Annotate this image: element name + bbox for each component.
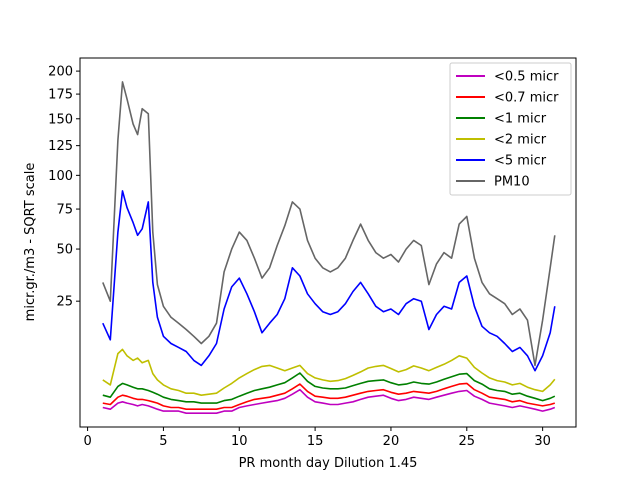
y-tick-label: 100 (48, 169, 73, 184)
series-line-5 (102, 190, 556, 372)
x-tick-label: 0 (83, 434, 91, 449)
y-tick-label: 125 (48, 139, 73, 154)
legend-label: <0.7 micr (494, 91, 559, 106)
x-tick-label: 15 (307, 434, 324, 449)
y-axis-label: micr.gr./m3 - SQRT scale (23, 163, 38, 322)
legend-label: <2 micr (494, 133, 547, 148)
series-line-2 (102, 382, 556, 411)
legend-label: <0.5 micr (494, 70, 559, 85)
series-line-3 (102, 372, 556, 404)
series-line-6 (102, 81, 556, 367)
x-tick-label: 25 (459, 434, 476, 449)
y-tick-label: 150 (48, 112, 73, 127)
x-tick-label: 10 (231, 434, 248, 449)
legend-label: <5 micr (494, 154, 547, 169)
plot-lines (102, 81, 556, 415)
y-tick-label: 50 (56, 243, 73, 258)
series-line-4 (102, 348, 556, 397)
x-axis: 0 5 10 15 20 25 30 (83, 427, 551, 449)
x-tick-label: 20 (383, 434, 400, 449)
x-axis-label: PR month day Dilution 1.45 (239, 456, 418, 471)
y-tick-label: 200 (48, 65, 73, 80)
y-tick-label: 175 (48, 88, 73, 103)
y-axis: 25 50 75 100 125 150 175 200 (48, 65, 80, 310)
x-tick-label: 5 (159, 434, 167, 449)
axes-frame (79, 57, 577, 428)
y-tick-label: 25 (56, 295, 73, 310)
x-tick-label: 30 (534, 434, 551, 449)
legend-label: <1 micr (494, 112, 547, 127)
legend-label: PM10 (494, 175, 530, 190)
legend: <0.5 micr <0.7 micr <1 micr <2 micr <5 micr P… (449, 62, 572, 196)
y-tick-label: 75 (56, 203, 73, 218)
series-line-1 (102, 388, 556, 415)
